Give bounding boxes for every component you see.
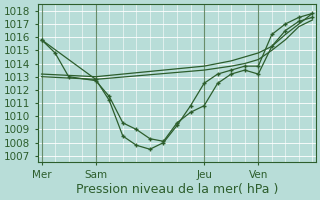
X-axis label: Pression niveau de la mer( hPa ): Pression niveau de la mer( hPa ) xyxy=(76,183,278,196)
